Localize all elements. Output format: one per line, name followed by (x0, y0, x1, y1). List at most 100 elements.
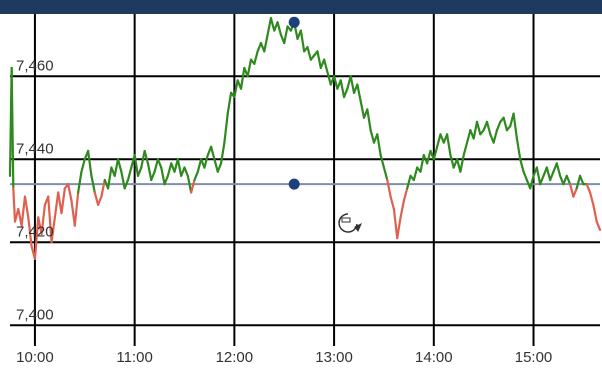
series-segment-175 (585, 183, 592, 194)
series-segment-60 (203, 154, 209, 169)
series-segment-99 (332, 75, 339, 90)
series-segment-43 (146, 162, 153, 182)
series-segment-47 (160, 166, 166, 186)
series-segment-63 (213, 158, 219, 173)
series-segment-114 (382, 166, 389, 182)
series-segment-112 (376, 133, 382, 157)
chart-grid (10, 14, 600, 346)
x-tick-label-1: 11:00 (116, 349, 152, 366)
series-segment-22 (77, 170, 83, 194)
series-segment-145 (485, 120, 492, 136)
series-segment-65 (219, 141, 226, 165)
series-segment-27 (93, 191, 100, 206)
series-segment-73 (246, 58, 253, 78)
series-segment-150 (502, 116, 509, 132)
series-segment-156 (522, 170, 528, 182)
y-tick-label-3: 7,460 (16, 57, 54, 74)
series-segment-80 (269, 17, 276, 32)
series-segment-121 (406, 174, 412, 190)
series-segment-69 (233, 79, 239, 99)
series-segment-101 (339, 79, 346, 99)
series-segment-36 (123, 178, 130, 190)
rotate-cursor-icon (338, 213, 362, 233)
series-segment-2 (12, 187, 17, 223)
series-segment-37 (126, 166, 133, 182)
series-segment-28 (96, 195, 103, 206)
series-segment-14 (50, 216, 56, 244)
series-segment-142 (475, 120, 482, 136)
series-segment-33 (113, 158, 120, 177)
series-segment-57 (193, 170, 199, 182)
series-segment-109 (366, 108, 372, 132)
x-tick-label-5: 15:00 (515, 349, 553, 366)
series-segment-89 (299, 29, 306, 53)
x-tick-label-2: 12:00 (216, 349, 254, 366)
series-segment-177 (592, 203, 598, 223)
series-segment-118 (396, 216, 402, 240)
series-segment-106 (356, 83, 362, 103)
series-segment-44 (150, 170, 156, 182)
series-segment-171 (572, 187, 578, 198)
series-segment-125 (419, 154, 425, 173)
series-segment-169 (565, 174, 572, 186)
series-segment-64 (216, 162, 223, 173)
series-segment-104 (349, 75, 356, 94)
series-segment-163 (545, 166, 552, 182)
series-segment-35 (120, 170, 126, 190)
series-segment-48 (163, 174, 169, 186)
series-segment-17 (60, 187, 66, 215)
x-axis-labels: 10:00 11:00 12:00 13:00 14:00 15:00 (16, 349, 552, 366)
series-segment-173 (578, 174, 585, 186)
series-segment-39 (133, 154, 140, 177)
series-segment-11 (40, 203, 47, 236)
series-segment-102 (342, 87, 349, 99)
header-bar (0, 0, 602, 14)
series-segment-158 (529, 174, 535, 190)
series-segment-56 (190, 178, 196, 194)
series-segment-6 (23, 195, 30, 219)
y-tick-label-2: 7,440 (16, 140, 54, 157)
series-segment-155 (519, 158, 525, 173)
series-segment-127 (426, 149, 432, 165)
series-segment-176 (588, 191, 595, 206)
series-segment-164 (549, 170, 555, 182)
series-segment-138 (462, 141, 469, 157)
series-segment-148 (495, 120, 502, 132)
series-segment-133 (445, 133, 452, 157)
series-segment-84 (283, 25, 289, 45)
series-segment-79 (266, 17, 273, 36)
series-segment-110 (369, 129, 376, 144)
series-segment-147 (492, 129, 499, 144)
series-segment-113 (379, 154, 386, 169)
series-segment-52 (176, 158, 183, 177)
series-segment-94 (316, 50, 322, 70)
series-segment-134 (449, 154, 455, 169)
series-segment-41 (140, 149, 146, 169)
marker-point-1 (288, 178, 300, 190)
y-tick-label-1: 7,420 (16, 223, 54, 240)
y-axis-labels: 7,400 7,420 7,440 7,460 (16, 57, 54, 323)
series-segment-54 (183, 166, 189, 177)
series-segment-161 (539, 174, 545, 186)
series-segment-62 (209, 145, 216, 161)
series-segment-107 (359, 100, 366, 119)
series-segment-13 (47, 195, 53, 244)
series-segment-154 (515, 137, 522, 161)
series-segment-15 (53, 191, 60, 219)
series-segment-119 (399, 199, 405, 219)
series-segment-116 (389, 195, 396, 211)
series-segment-120 (402, 187, 409, 202)
series-segment-170 (568, 183, 575, 198)
series-segment-97 (326, 70, 332, 86)
series-segment-141 (472, 120, 479, 140)
series-segment-123 (412, 166, 419, 182)
series-segment-23 (80, 158, 86, 173)
series-segment-42 (143, 149, 150, 165)
series-segment-29 (100, 178, 106, 198)
hover-markers (288, 16, 300, 190)
series-segment-117 (392, 207, 399, 240)
series-segment-96 (323, 58, 329, 74)
series-segment-7 (27, 216, 33, 248)
series-segment-139 (465, 129, 472, 144)
